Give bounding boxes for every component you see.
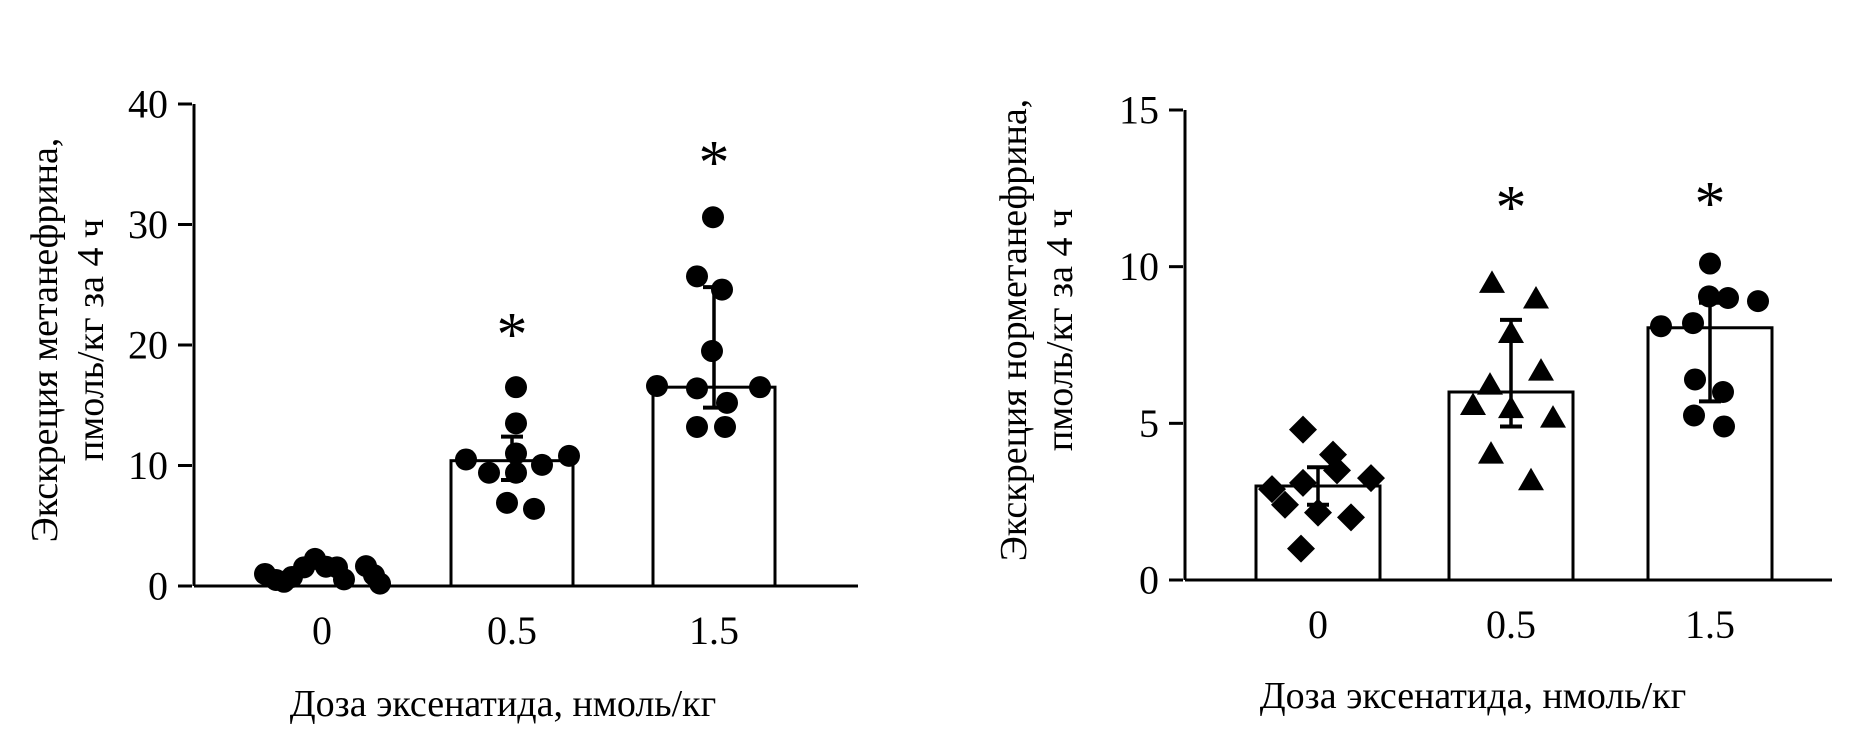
data-point-marker bbox=[686, 265, 708, 288]
data-point-marker bbox=[1323, 456, 1351, 485]
data-point-marker bbox=[1478, 441, 1504, 464]
data-point-marker bbox=[1713, 415, 1735, 438]
x-category-label: 0.5 bbox=[487, 608, 537, 653]
bar-1.5 bbox=[651, 385, 777, 588]
chart-panel-normetanephrine: 0 5 10 15 0 * 0.5 * 1.5 Доза эксенатида, нмоль/кг… bbox=[993, 88, 1832, 717]
data-point-marker bbox=[558, 444, 580, 467]
scatter-points-0 bbox=[1258, 415, 1385, 563]
data-point-marker bbox=[686, 415, 708, 438]
x-category-label: 0 bbox=[312, 608, 332, 653]
data-point-marker bbox=[523, 497, 545, 520]
data-point-marker bbox=[505, 461, 527, 484]
data-point-marker bbox=[1460, 392, 1486, 416]
y-tick-label: 10 bbox=[1119, 244, 1159, 289]
significance-asterisk: * bbox=[699, 129, 730, 197]
data-point-marker bbox=[702, 206, 724, 229]
y-axis-title-line: Экскреция норметанефрина, bbox=[993, 99, 1035, 561]
data-point-marker bbox=[1337, 503, 1365, 532]
data-point-marker bbox=[1287, 534, 1315, 563]
data-point-marker bbox=[455, 448, 477, 471]
data-point-marker bbox=[1683, 404, 1705, 427]
scatter-points-0 bbox=[254, 547, 391, 595]
scatter-points-1.5 bbox=[646, 206, 771, 438]
y-tick-label: 0 bbox=[148, 564, 168, 609]
data-point-marker bbox=[1528, 358, 1554, 381]
data-point-marker bbox=[1712, 381, 1734, 403]
y-tick-label: 5 bbox=[1139, 401, 1159, 446]
y-tick-label: 40 bbox=[128, 82, 168, 127]
scatter-points-1.5 bbox=[1650, 252, 1769, 438]
chart-panel-metanephrine: 0 10 20 30 40 0 * 0.5 * 1.5 Доза эксенатида, нмоль… bbox=[24, 82, 858, 725]
x-category-label: 1.5 bbox=[1685, 602, 1735, 647]
data-point-marker bbox=[711, 278, 733, 301]
significance-asterisk: * bbox=[1496, 174, 1527, 242]
data-point-marker bbox=[333, 568, 355, 591]
data-point-marker bbox=[701, 340, 723, 363]
data-point-marker bbox=[505, 376, 527, 399]
significance-asterisk: * bbox=[497, 301, 528, 369]
data-point-marker bbox=[505, 412, 527, 435]
data-point-marker bbox=[478, 461, 500, 484]
data-point-marker bbox=[1699, 252, 1721, 275]
data-point-marker bbox=[1518, 467, 1544, 491]
x-category-label: 1.5 bbox=[689, 608, 739, 653]
data-point-marker bbox=[1289, 468, 1317, 497]
data-point-marker bbox=[1498, 320, 1524, 343]
data-point-marker bbox=[1271, 490, 1299, 519]
data-point-marker bbox=[1479, 270, 1505, 293]
data-point-marker bbox=[1650, 315, 1672, 338]
data-point-marker bbox=[1357, 464, 1385, 493]
data-point-marker bbox=[646, 374, 668, 397]
data-point-marker bbox=[505, 442, 527, 465]
data-point-marker bbox=[1258, 475, 1286, 504]
y-axis-title-line: пмоль/кг за 4 ч bbox=[1039, 209, 1081, 451]
data-point-marker bbox=[1498, 395, 1524, 419]
y-tick-label: 30 bbox=[128, 202, 168, 247]
scatter-points-0.5 bbox=[1460, 270, 1566, 491]
data-point-marker bbox=[369, 572, 391, 595]
y-tick-label: 20 bbox=[128, 323, 168, 368]
data-point-marker bbox=[686, 377, 708, 400]
data-point-marker bbox=[1477, 372, 1503, 395]
data-point-marker bbox=[1747, 290, 1769, 313]
data-point-marker bbox=[1540, 405, 1566, 428]
y-tick-label: 15 bbox=[1119, 88, 1159, 133]
data-point-marker bbox=[714, 415, 736, 438]
data-point-marker bbox=[1698, 285, 1720, 308]
x-axis-title: Доза эксенатида, нмоль/кг bbox=[1260, 675, 1686, 717]
data-point-marker bbox=[749, 376, 771, 399]
data-point-marker bbox=[496, 491, 518, 514]
x-category-label: 0 bbox=[1308, 602, 1328, 647]
x-category-label: 0.5 bbox=[1486, 602, 1536, 647]
data-point-marker bbox=[531, 453, 553, 476]
y-axis-title-line: пмоль/кг за 4 ч bbox=[70, 219, 112, 461]
data-point-marker bbox=[1304, 498, 1332, 527]
significance-asterisk: * bbox=[1695, 170, 1726, 238]
scatter-points-0.5 bbox=[455, 376, 580, 520]
data-point-marker bbox=[1289, 415, 1317, 444]
data-point-marker bbox=[1682, 312, 1704, 335]
data-point-marker bbox=[1684, 368, 1706, 391]
data-point-marker bbox=[1523, 286, 1549, 309]
y-tick-label: 10 bbox=[128, 443, 168, 488]
x-axis-title: Доза эксенатида, нмоль/кг bbox=[290, 683, 716, 725]
data-point-marker bbox=[716, 391, 738, 414]
data-point-marker bbox=[1717, 287, 1739, 309]
y-axis-title-line: Экскреция метанефрина, bbox=[24, 138, 66, 543]
y-tick-label: 0 bbox=[1139, 558, 1159, 603]
